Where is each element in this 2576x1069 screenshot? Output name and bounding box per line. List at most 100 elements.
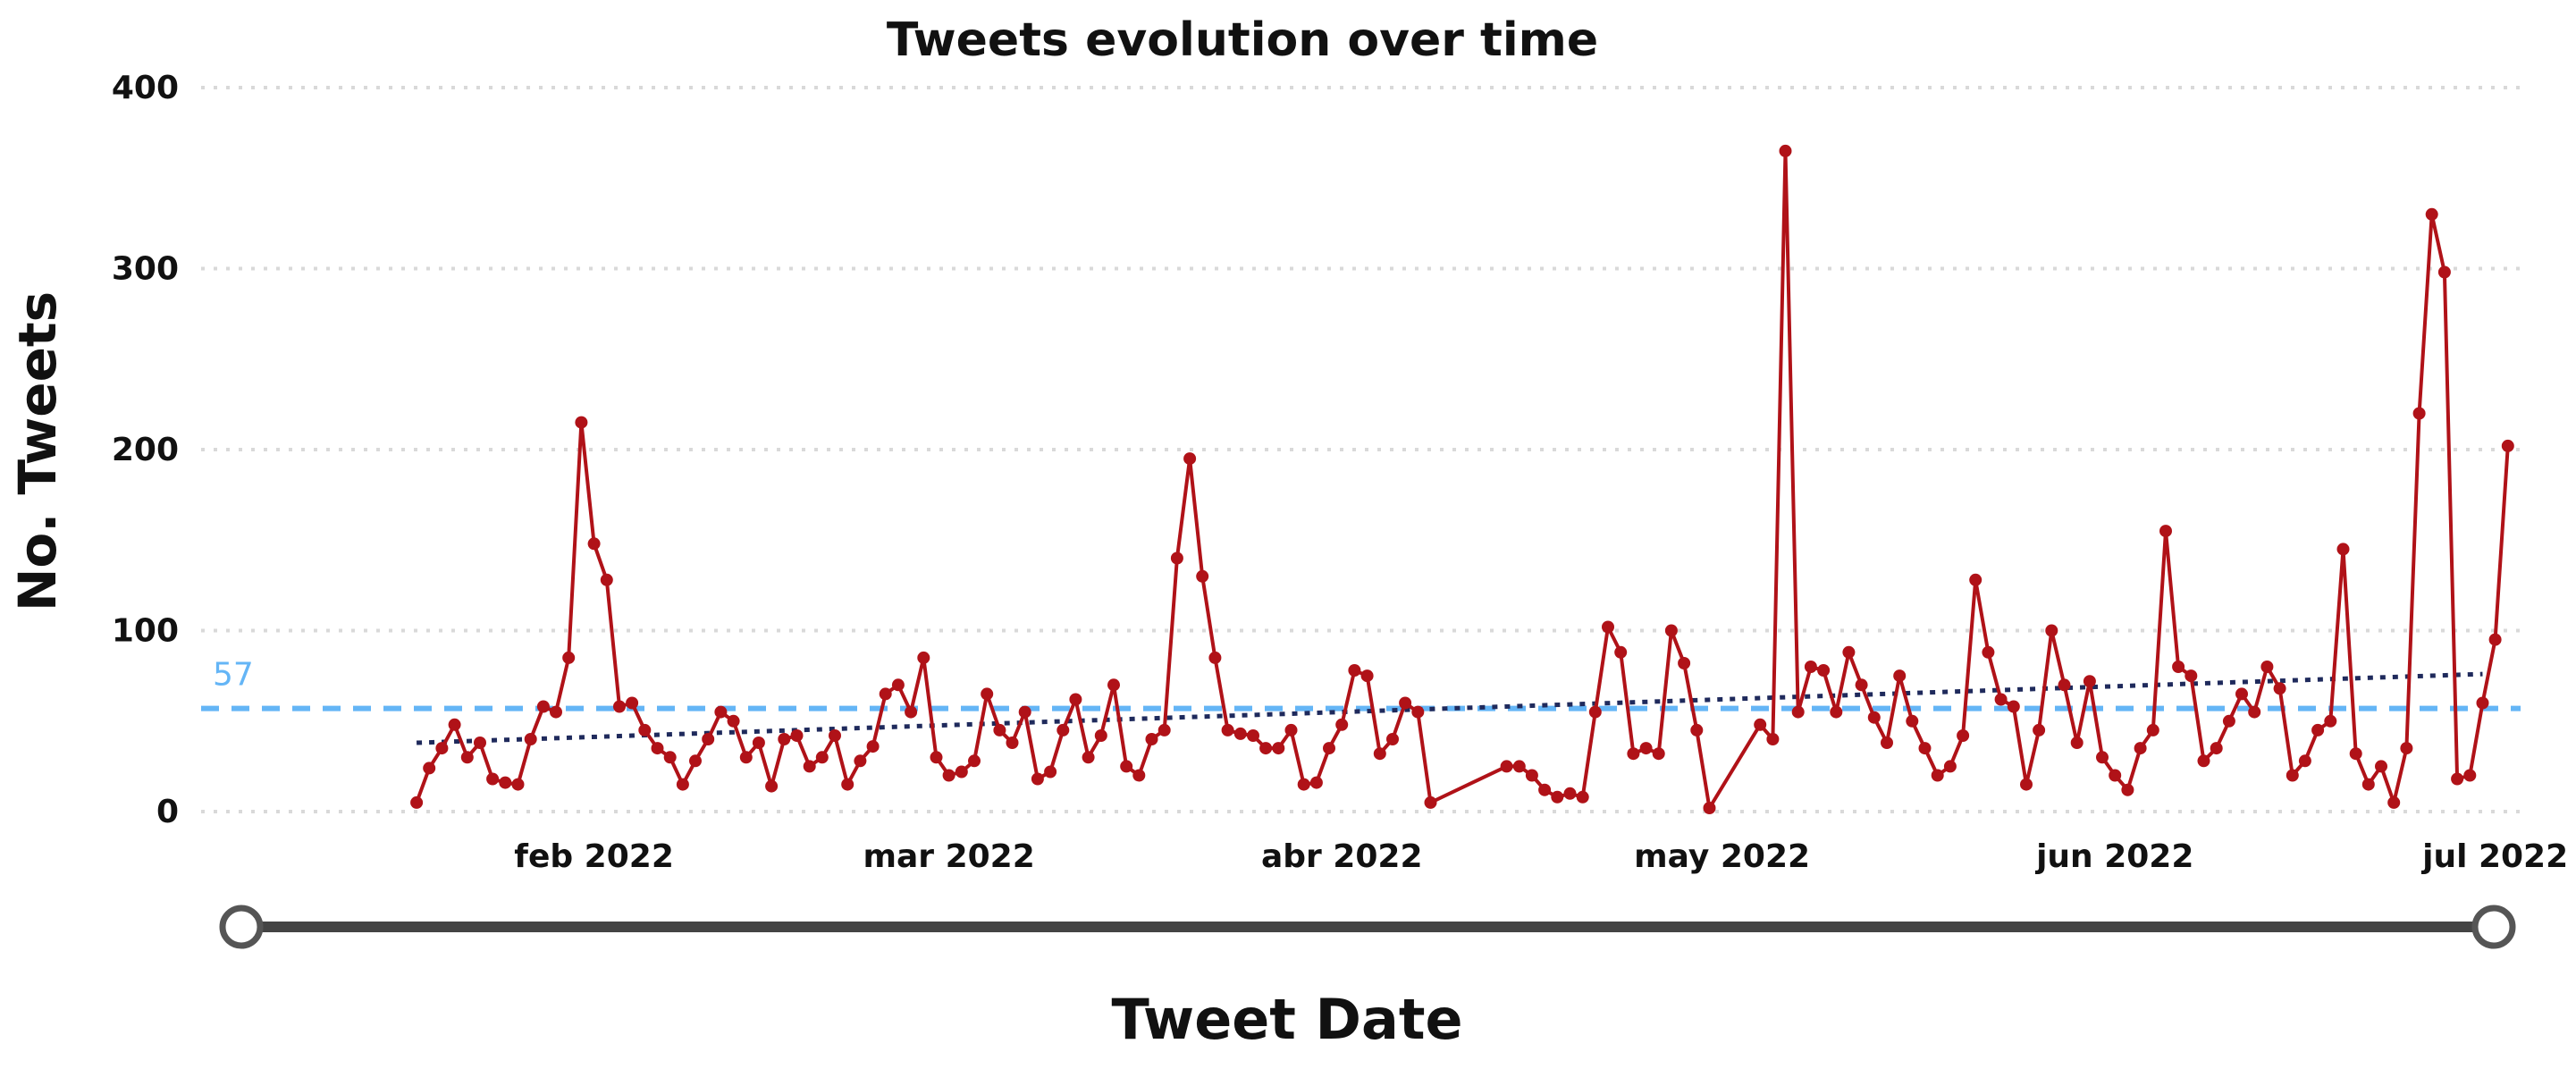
y-axis-ticks: 0 100 200 300 400 xyxy=(112,70,179,830)
data-point xyxy=(2197,754,2210,768)
data-point xyxy=(879,687,892,701)
data-point xyxy=(511,778,525,791)
data-point xyxy=(1918,742,1932,755)
data-point xyxy=(1247,729,1259,742)
data-point xyxy=(2476,696,2489,710)
data-point xyxy=(1335,718,1349,731)
data-point xyxy=(1196,569,1209,583)
data-point xyxy=(891,678,905,692)
data-point xyxy=(1664,624,1678,637)
data-point xyxy=(2134,742,2147,755)
y-tick-label: 200 xyxy=(112,432,179,468)
data-point xyxy=(1323,742,1335,755)
data-point xyxy=(1297,778,1310,791)
data-point xyxy=(1678,657,1691,669)
data-point xyxy=(930,751,943,764)
data-point xyxy=(2375,760,2387,773)
data-point xyxy=(2033,723,2046,737)
data-point xyxy=(1373,747,1386,761)
data-point xyxy=(474,737,486,749)
chart-title: Tweets evolution over time xyxy=(887,13,1598,67)
data-point xyxy=(2172,661,2185,673)
data-point xyxy=(1982,645,1995,659)
data-point xyxy=(1348,664,1361,677)
data-point xyxy=(1221,723,1234,737)
data-point xyxy=(942,769,955,782)
data-point xyxy=(1893,669,1907,683)
data-point xyxy=(448,718,461,731)
data-point xyxy=(2083,675,2096,688)
data-point xyxy=(1551,790,1564,804)
data-point xyxy=(2260,661,2274,673)
data-point xyxy=(613,700,626,713)
data-point xyxy=(562,651,576,664)
data-point xyxy=(1044,765,1057,779)
data-point xyxy=(714,705,728,719)
data-point xyxy=(2045,624,2058,637)
reference-lines: 57 xyxy=(201,657,2521,745)
mean-label: 57 xyxy=(213,657,254,694)
data-point xyxy=(1969,573,1983,586)
y-axis-title: No. Tweets xyxy=(7,291,68,611)
data-point xyxy=(1754,718,1767,731)
data-point xyxy=(1399,696,1412,710)
data-point xyxy=(638,723,652,737)
data-point xyxy=(2058,678,2071,692)
x-tick-label: may 2022 xyxy=(1634,838,1810,875)
data-point xyxy=(1652,747,1665,761)
data-point xyxy=(1766,733,1780,745)
date-range-slider[interactable] xyxy=(219,905,2516,949)
data-point xyxy=(2361,778,2375,791)
data-point xyxy=(727,714,740,728)
data-point xyxy=(1069,693,1082,706)
data-point xyxy=(1272,742,1285,755)
data-point xyxy=(2273,682,2286,695)
data-point xyxy=(1602,620,1614,634)
data-point xyxy=(1842,645,1856,659)
data-point xyxy=(2336,543,2350,556)
data-point xyxy=(2121,783,2134,796)
data-point xyxy=(587,537,601,551)
data-point xyxy=(1386,733,1399,745)
data-point xyxy=(1791,705,1805,719)
data-point xyxy=(2488,633,2502,646)
data-point xyxy=(1309,776,1323,789)
data-point xyxy=(1817,664,1831,677)
data-point xyxy=(1120,760,1133,773)
data-point xyxy=(1804,661,1817,673)
y-tick-label: 400 xyxy=(112,70,179,106)
slider-handle-end[interactable] xyxy=(2471,905,2516,949)
x-tick-label: feb 2022 xyxy=(514,838,674,875)
data-point xyxy=(905,705,918,719)
x-tick-label: mar 2022 xyxy=(863,838,1034,875)
gridlines xyxy=(201,86,2521,813)
data-point xyxy=(486,772,500,786)
data-point xyxy=(2324,714,2337,728)
data-point xyxy=(600,573,613,586)
data-point xyxy=(829,729,841,742)
data-point xyxy=(993,723,1006,737)
data-point xyxy=(423,762,436,775)
data-point xyxy=(955,765,968,779)
data-point xyxy=(1107,678,1120,692)
data-point xyxy=(1082,751,1095,764)
data-point xyxy=(663,751,677,764)
data-point xyxy=(1588,705,1602,719)
data-point xyxy=(1931,769,1944,782)
data-point xyxy=(1411,705,1425,719)
data-point xyxy=(1170,551,1183,565)
data-point xyxy=(1779,144,1792,157)
data-point xyxy=(2463,769,2477,782)
data-point xyxy=(752,737,765,749)
x-tick-label: jul 2022 xyxy=(2420,838,2568,875)
data-point xyxy=(778,733,791,745)
data-point xyxy=(1259,742,1273,755)
data-point xyxy=(1639,742,1653,755)
slider-handle-start[interactable] xyxy=(219,905,264,949)
data-point xyxy=(550,705,562,719)
data-point xyxy=(2400,742,2413,755)
data-point xyxy=(626,696,639,710)
data-point xyxy=(2286,769,2299,782)
data-point xyxy=(1703,802,1716,814)
data-point xyxy=(2185,669,2198,683)
